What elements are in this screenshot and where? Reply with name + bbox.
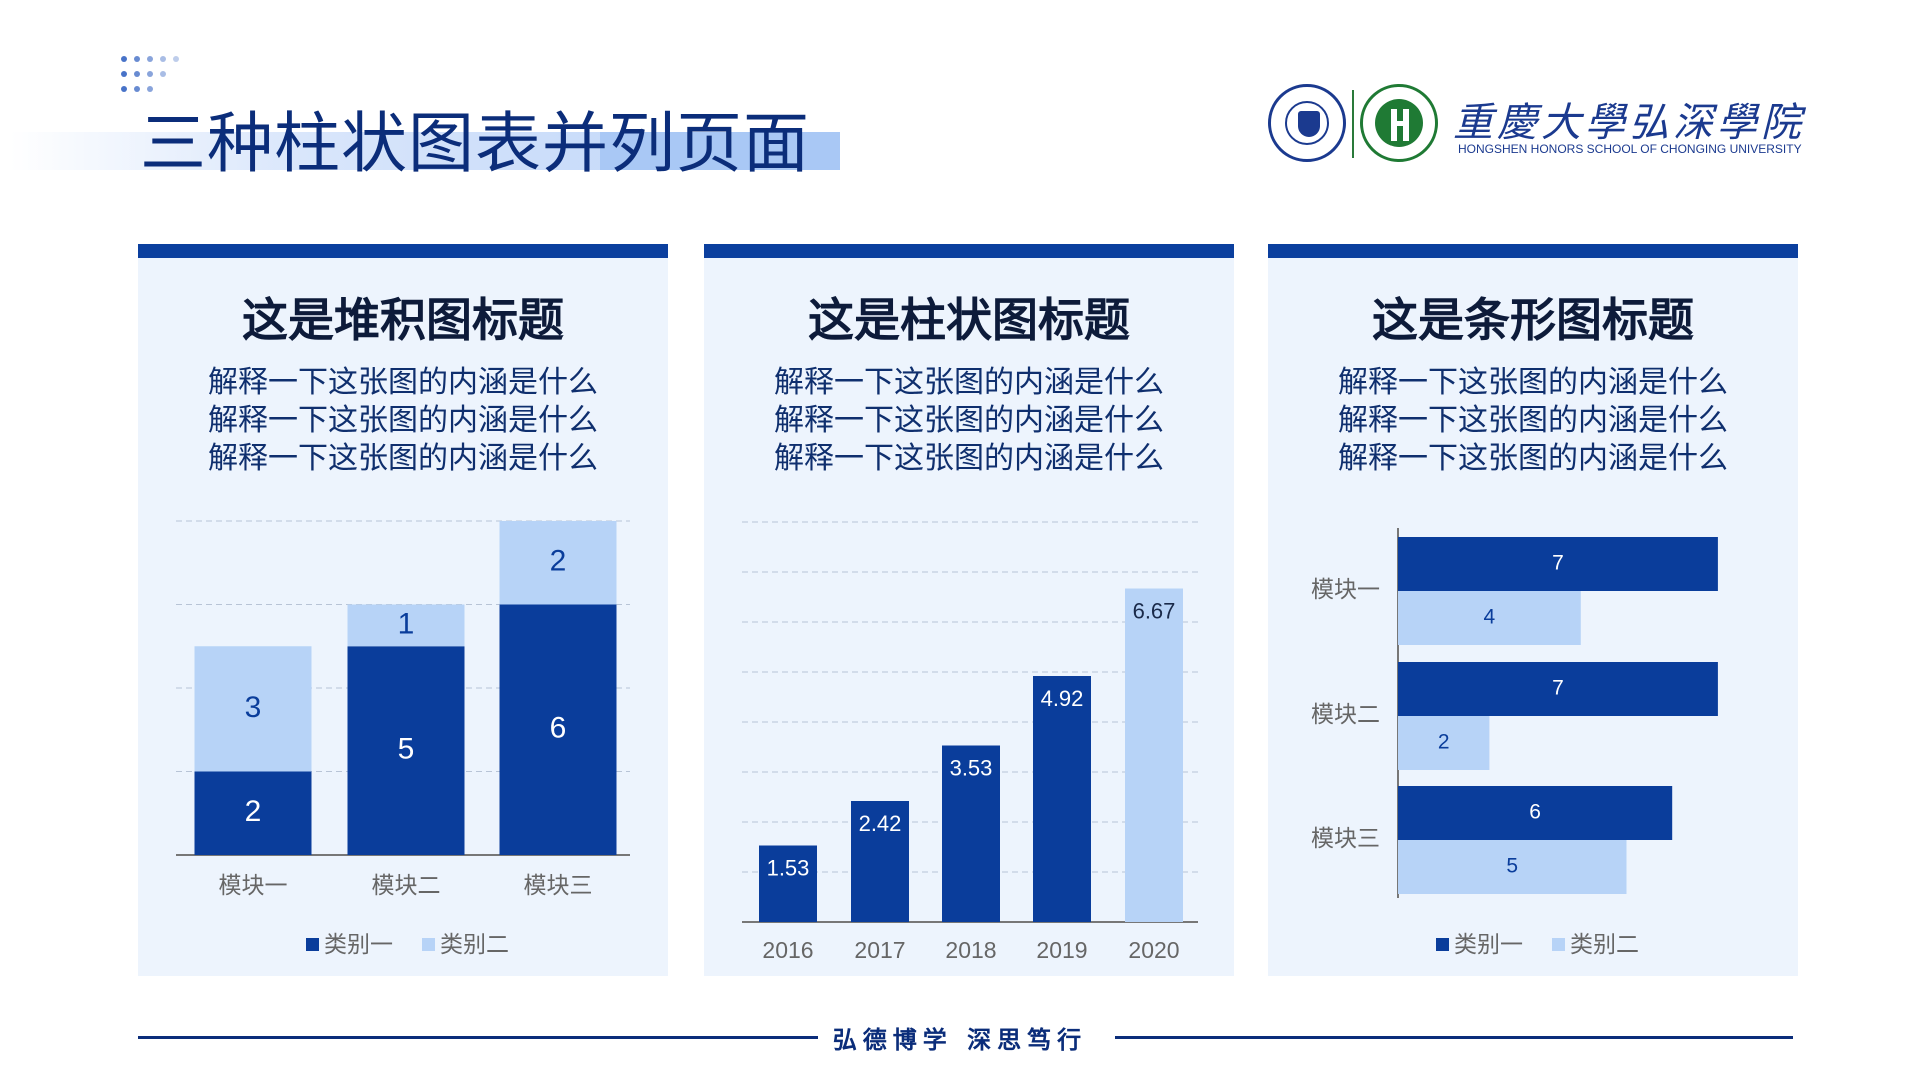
column-bar — [942, 745, 1000, 922]
data-label: 2 — [550, 545, 567, 578]
data-label: 5 — [398, 733, 415, 766]
description-line: 解释一下这张图的内涵是什么 — [774, 365, 1164, 400]
panel-column-chart: 这是柱状图标题 解释一下这张图的内涵是什么 解释一下这张图的内涵是什么 解释一下… — [704, 244, 1234, 976]
data-label: 4.92 — [1041, 686, 1084, 711]
footer-slogan: 弘德博学 深思笃行 — [832, 1026, 1088, 1054]
bar-series1 — [194, 771, 312, 855]
college-subtitle: HONGSHEN HONORS SCHOOL OF CHONGING UNIVE… — [1458, 142, 1802, 156]
bar-series2 — [1398, 591, 1581, 645]
university-seal-icon — [1268, 84, 1346, 162]
title-band — [10, 132, 840, 170]
legend-label: 类别二 — [1570, 931, 1639, 957]
category-label: 2020 — [1128, 937, 1179, 963]
category-label: 模块三 — [1311, 825, 1380, 851]
bar-series1 — [499, 604, 617, 855]
panel-description: 解释一下这张图的内涵是什么 解释一下这张图的内涵是什么 解释一下这张图的内涵是什… — [138, 364, 668, 478]
panel-description: 解释一下这张图的内涵是什么 解释一下这张图的内涵是什么 解释一下这张图的内涵是什… — [704, 364, 1234, 478]
description-line: 解释一下这张图的内涵是什么 — [1338, 365, 1728, 400]
data-label: 3 — [245, 691, 262, 724]
category-label: 模块二 — [1311, 701, 1380, 727]
logo-area: 重慶大學弘深學院 HONGSHEN HONORS SCHOOL OF CHONG… — [1268, 84, 1808, 166]
page-title: 三种柱状图表并列页面 — [140, 105, 810, 182]
data-label: 2 — [1438, 731, 1450, 754]
description-line: 解释一下这张图的内涵是什么 — [208, 365, 598, 400]
data-label: 3.53 — [950, 755, 993, 780]
column-bar — [759, 845, 817, 922]
description-line: 解释一下这张图的内涵是什么 — [774, 441, 1164, 476]
legend-label: 类别一 — [1454, 931, 1523, 957]
legend-swatch-series2 — [1552, 938, 1565, 951]
column-bar — [1125, 588, 1183, 922]
data-label: 7 — [1552, 552, 1564, 575]
category-label: 模块三 — [524, 872, 593, 898]
bar-series2 — [194, 646, 312, 772]
category-label: 模块二 — [372, 872, 441, 898]
logo-divider — [1352, 90, 1354, 158]
column-chart: 1.53 2016 2.42 2017 3.53 2018 4.92 2019 6.67 2020 — [742, 521, 1198, 963]
panel-description: 解释一下这张图的内涵是什么 解释一下这张图的内涵是什么 解释一下这张图的内涵是什… — [1268, 364, 1798, 478]
footer-line-left — [138, 1036, 818, 1039]
data-label: 4 — [1484, 606, 1496, 629]
panel-title: 这是柱状图标题 — [808, 293, 1130, 347]
legend-label: 类别二 — [440, 931, 509, 957]
panel-top-bar — [704, 244, 1234, 258]
data-label: 2 — [245, 795, 262, 828]
data-label: 6 — [550, 712, 567, 745]
description-line: 解释一下这张图的内涵是什么 — [1338, 403, 1728, 438]
data-label: 2.42 — [859, 811, 902, 836]
bar-series1 — [347, 646, 465, 855]
data-label: 7 — [1552, 677, 1564, 700]
category-label: 2016 — [762, 937, 813, 963]
data-label: 1.53 — [767, 855, 810, 880]
description-line: 解释一下这张图的内涵是什么 — [208, 441, 598, 476]
footer-line-right — [1115, 1036, 1793, 1039]
category-label: 2019 — [1036, 937, 1087, 963]
data-label: 6.67 — [1133, 598, 1176, 623]
legend-swatch-series1 — [1436, 938, 1449, 951]
legend-swatch-series2 — [422, 938, 435, 951]
bar-series1 — [1398, 662, 1718, 716]
college-name: 重慶大學弘深學院 — [1453, 100, 1805, 146]
bar-series1 — [1398, 786, 1673, 840]
bar-series2 — [1398, 716, 1490, 770]
panel-top-bar — [138, 244, 668, 258]
panel-top-bar — [1268, 244, 1798, 258]
panel-title: 这是条形图标题 — [1372, 293, 1694, 347]
college-seal-icon — [1360, 84, 1438, 162]
legend-label: 类别一 — [324, 931, 393, 957]
column-bar — [851, 801, 909, 922]
bar-series2 — [499, 521, 617, 605]
panel-bar-chart: 这是条形图标题 解释一下这张图的内涵是什么 解释一下这张图的内涵是什么 解释一下… — [1268, 244, 1798, 976]
data-label: 6 — [1529, 801, 1541, 824]
data-label: 5 — [1506, 855, 1518, 878]
bar-series2 — [1398, 840, 1627, 894]
legend-swatch-series1 — [306, 938, 319, 951]
category-label: 模块一 — [1311, 576, 1380, 602]
category-label: 2018 — [945, 937, 996, 963]
panel-title: 这是堆积图标题 — [242, 293, 564, 347]
decorative-dots — [108, 56, 188, 102]
panel-stacked-chart: 这是堆积图标题 解释一下这张图的内涵是什么 解释一下这张图的内涵是什么 解释一下… — [138, 244, 668, 976]
bar-series2 — [347, 604, 465, 647]
description-line: 解释一下这张图的内涵是什么 — [1338, 441, 1728, 476]
data-label: 1 — [398, 607, 415, 640]
category-label: 2017 — [854, 937, 905, 963]
description-line: 解释一下这张图的内涵是什么 — [774, 403, 1164, 438]
bar-series1 — [1398, 537, 1718, 591]
column-bar — [1033, 676, 1091, 922]
description-line: 解释一下这张图的内涵是什么 — [208, 403, 598, 438]
category-label: 模块一 — [219, 872, 288, 898]
